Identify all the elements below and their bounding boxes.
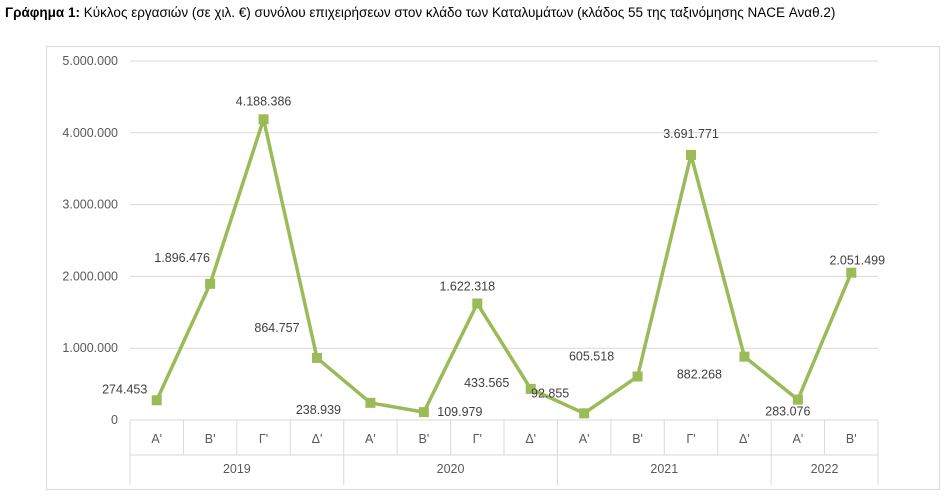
data-label: 238.939 xyxy=(296,403,341,417)
y-tick-label: 2.000.000 xyxy=(62,269,118,283)
data-point[interactable] xyxy=(418,407,429,418)
data-label: 864.757 xyxy=(254,321,299,335)
data-point[interactable] xyxy=(525,383,536,394)
x-tick-label: Β' xyxy=(205,432,216,446)
data-point[interactable] xyxy=(472,298,483,309)
x-group-label: 2021 xyxy=(650,462,678,476)
x-tick-label: Δ' xyxy=(525,432,536,446)
data-label: 4.188.386 xyxy=(236,94,292,108)
x-tick-label: Α' xyxy=(792,432,803,446)
y-tick-label: 5.000.000 xyxy=(62,54,118,68)
chart-title-text: Κύκλος εργασιών (σε χιλ. €) συνόλου επιχ… xyxy=(83,5,836,20)
data-point[interactable] xyxy=(205,278,216,289)
y-tick-label: 0 xyxy=(111,413,118,427)
y-tick-label: 1.000.000 xyxy=(62,341,118,355)
x-tick-label: Β' xyxy=(632,432,643,446)
data-label: 605.518 xyxy=(569,350,614,364)
chart-title: Γράφημα 1: Κύκλος εργασιών (σε χιλ. €) σ… xyxy=(5,5,835,20)
data-label: 1.896.476 xyxy=(154,251,210,265)
data-label: 2.051.499 xyxy=(829,254,885,268)
x-tick-label: Α' xyxy=(151,432,162,446)
data-point[interactable] xyxy=(792,394,803,405)
data-point[interactable] xyxy=(579,408,590,419)
x-tick-label: Γ' xyxy=(259,432,268,446)
x-group-label: 2020 xyxy=(437,462,465,476)
x-group-label: 2019 xyxy=(223,462,251,476)
data-label: 1.622.318 xyxy=(439,280,495,294)
data-label: 882.268 xyxy=(677,368,722,382)
data-point[interactable] xyxy=(632,371,643,382)
x-tick-label: Β' xyxy=(846,432,857,446)
data-label: 92.855 xyxy=(531,386,569,400)
x-tick-label: Α' xyxy=(365,432,376,446)
series-line xyxy=(155,117,853,416)
x-group-label: 2022 xyxy=(811,462,839,476)
data-point[interactable] xyxy=(365,397,376,408)
data-point[interactable] xyxy=(739,351,750,362)
x-tick-label: Γ' xyxy=(686,432,695,446)
data-label: 109.979 xyxy=(437,405,482,419)
data-label: 274.453 xyxy=(102,382,147,396)
data-label: 283.076 xyxy=(765,405,810,419)
x-tick-label: Γ' xyxy=(473,432,482,446)
y-tick-label: 3.000.000 xyxy=(62,198,118,212)
data-label: 3.691.771 xyxy=(663,127,719,141)
data-point[interactable] xyxy=(686,149,696,160)
data-point[interactable] xyxy=(258,114,269,125)
data-point[interactable] xyxy=(312,352,322,363)
data-label: 433.565 xyxy=(464,376,509,390)
chart-frame xyxy=(46,46,940,490)
x-tick-label: Δ' xyxy=(312,432,323,446)
x-tick-label: Β' xyxy=(418,432,429,446)
data-point[interactable] xyxy=(846,267,857,278)
chart-title-prefix: Γράφημα 1: xyxy=(5,5,80,20)
x-tick-label: Δ' xyxy=(739,432,750,446)
x-tick-label: Α' xyxy=(579,432,590,446)
y-tick-label: 4.000.000 xyxy=(62,126,118,140)
data-point[interactable] xyxy=(151,395,162,406)
